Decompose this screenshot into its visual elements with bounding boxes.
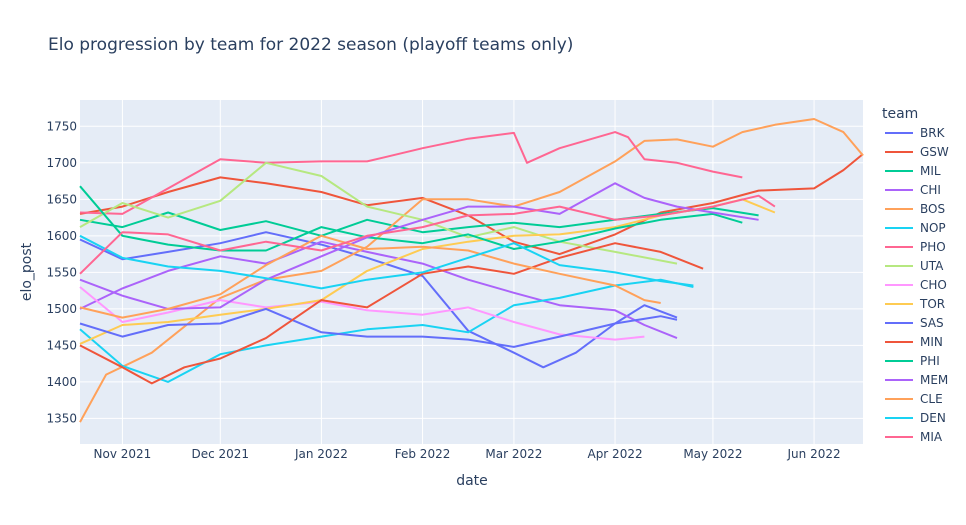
series-lines bbox=[79, 118, 864, 423]
series-line-gsw bbox=[79, 153, 864, 256]
series-line-cle bbox=[79, 234, 661, 319]
legend-label: CLE bbox=[920, 392, 943, 406]
x-tick-label: Feb 2022 bbox=[395, 447, 451, 461]
legend-item-den[interactable]: DEN bbox=[885, 411, 946, 425]
legend-label: PHI bbox=[920, 354, 940, 368]
legend-label: MIN bbox=[920, 335, 943, 349]
legend-label: UTA bbox=[920, 259, 944, 273]
x-axis-title: date bbox=[456, 473, 488, 489]
legend-title: team bbox=[882, 106, 918, 122]
legend-label: DEN bbox=[920, 411, 946, 425]
legend-item-tor[interactable]: TOR bbox=[885, 297, 945, 311]
y-axis-ticks: 1350 1400 1450 1500 1550 1600 1650 1700 1750 bbox=[46, 119, 77, 425]
legend-item-uta[interactable]: UTA bbox=[885, 259, 944, 273]
y-tick-label: 1500 bbox=[46, 302, 77, 316]
x-tick-label: Jan 2022 bbox=[294, 447, 348, 461]
x-tick-label: Apr 2022 bbox=[587, 447, 642, 461]
x-tick-label: Dec 2021 bbox=[191, 447, 249, 461]
y-tick-label: 1550 bbox=[46, 265, 77, 279]
y-tick-label: 1700 bbox=[46, 156, 77, 170]
x-axis-ticks: Nov 2021 Dec 2021 Jan 2022 Feb 2022 Mar 2022… bbox=[94, 447, 841, 461]
series-line-min bbox=[79, 242, 704, 385]
x-tick-label: Jun 2022 bbox=[787, 447, 841, 461]
series-line-nop bbox=[79, 278, 694, 383]
legend-item-sas[interactable]: SAS bbox=[885, 316, 944, 330]
legend-item-bos[interactable]: BOS bbox=[885, 202, 945, 216]
legend-item-nop[interactable]: NOP bbox=[885, 221, 946, 235]
legend-item-brk[interactable]: BRK bbox=[885, 126, 946, 140]
x-tick-label: Nov 2021 bbox=[94, 447, 152, 461]
legend-label: CHO bbox=[920, 278, 947, 292]
series-line-pho bbox=[79, 131, 743, 215]
series-line-mia bbox=[79, 194, 776, 275]
y-tick-label: 1750 bbox=[46, 119, 77, 133]
y-tick-label: 1350 bbox=[46, 411, 77, 425]
series-line-mem bbox=[79, 182, 759, 310]
chart-title: Elo progression by team for 2022 season … bbox=[48, 35, 573, 55]
legend-item-mem[interactable]: MEM bbox=[885, 373, 948, 387]
legend-item-min[interactable]: MIN bbox=[885, 335, 943, 349]
series-line-brk bbox=[79, 231, 678, 369]
series-line-sas bbox=[79, 307, 678, 348]
y-tick-label: 1600 bbox=[46, 229, 77, 243]
legend-item-cho[interactable]: CHO bbox=[885, 278, 947, 292]
legend-label: GSW bbox=[920, 145, 949, 159]
series-line-bos bbox=[79, 118, 864, 423]
legend: team BRK GSW MIL CHI BOS NOP PHO UTA CHO TOR SAS MI… bbox=[882, 106, 949, 444]
legend-item-mia[interactable]: MIA bbox=[885, 430, 943, 444]
series-line-chi bbox=[79, 240, 678, 340]
legend-label: MIL bbox=[920, 164, 941, 178]
y-tick-label: 1400 bbox=[46, 375, 77, 389]
legend-item-gsw[interactable]: GSW bbox=[885, 145, 949, 159]
series-line-cho bbox=[79, 286, 645, 341]
series-line-phi bbox=[79, 185, 743, 252]
legend-label: SAS bbox=[920, 316, 944, 330]
y-tick-label: 1650 bbox=[46, 192, 77, 206]
legend-item-cle[interactable]: CLE bbox=[885, 392, 943, 406]
legend-label: TOR bbox=[919, 297, 945, 311]
legend-label: NOP bbox=[920, 221, 946, 235]
x-tick-label: Mar 2022 bbox=[485, 447, 542, 461]
legend-item-pho[interactable]: PHO bbox=[885, 240, 946, 254]
x-tick-label: May 2022 bbox=[683, 447, 742, 461]
legend-label: MEM bbox=[920, 373, 948, 387]
legend-label: CHI bbox=[920, 183, 941, 197]
y-axis-title: elo_post bbox=[19, 242, 35, 301]
legend-label: BRK bbox=[920, 126, 946, 140]
legend-label: MIA bbox=[920, 430, 943, 444]
y-tick-label: 1450 bbox=[46, 338, 77, 352]
legend-item-mil[interactable]: MIL bbox=[885, 164, 941, 178]
series-line-den bbox=[79, 234, 694, 290]
legend-item-phi[interactable]: PHI bbox=[885, 354, 940, 368]
legend-label: PHO bbox=[920, 240, 946, 254]
legend-label: BOS bbox=[920, 202, 945, 216]
legend-item-chi[interactable]: CHI bbox=[885, 183, 941, 197]
